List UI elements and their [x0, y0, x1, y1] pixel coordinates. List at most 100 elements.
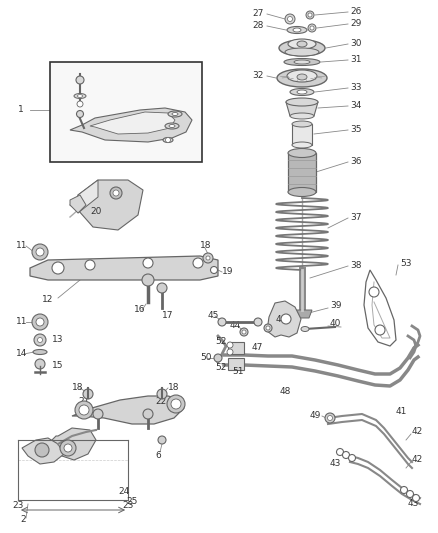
Text: 23: 23 [12, 502, 24, 511]
Circle shape [113, 190, 119, 196]
Circle shape [32, 314, 48, 330]
Circle shape [308, 13, 312, 17]
Text: 13: 13 [52, 335, 64, 344]
Ellipse shape [165, 123, 179, 129]
Ellipse shape [290, 113, 314, 119]
Circle shape [36, 248, 44, 256]
Text: 51: 51 [232, 367, 244, 376]
Text: 40: 40 [330, 319, 341, 328]
Circle shape [343, 451, 350, 458]
Text: 32: 32 [252, 71, 263, 80]
Text: 23: 23 [122, 502, 134, 511]
Circle shape [400, 487, 407, 494]
Ellipse shape [293, 28, 301, 32]
Circle shape [157, 283, 167, 293]
Ellipse shape [288, 39, 316, 49]
Circle shape [52, 262, 64, 274]
Ellipse shape [297, 41, 307, 47]
Text: 10: 10 [158, 148, 170, 157]
Circle shape [287, 17, 293, 21]
Ellipse shape [288, 188, 316, 197]
Text: 27: 27 [252, 10, 263, 19]
Circle shape [285, 14, 295, 24]
Text: 53: 53 [400, 259, 411, 268]
Text: 19: 19 [222, 268, 233, 277]
Text: 11: 11 [16, 241, 28, 251]
Ellipse shape [277, 69, 327, 87]
Ellipse shape [287, 70, 317, 82]
Circle shape [158, 436, 166, 444]
Text: 1: 1 [18, 106, 24, 115]
Ellipse shape [168, 111, 182, 117]
Polygon shape [22, 438, 64, 464]
Circle shape [308, 24, 316, 32]
Text: 5: 5 [92, 69, 98, 77]
Polygon shape [292, 310, 312, 318]
Text: 20: 20 [90, 207, 101, 216]
Polygon shape [50, 428, 96, 460]
Text: 17: 17 [162, 311, 173, 320]
Ellipse shape [285, 48, 319, 56]
Ellipse shape [301, 327, 309, 332]
Circle shape [349, 455, 356, 462]
Ellipse shape [288, 149, 316, 157]
Text: 16: 16 [134, 305, 145, 314]
Circle shape [254, 318, 262, 326]
Circle shape [218, 318, 226, 326]
Circle shape [110, 187, 122, 199]
Text: 39: 39 [330, 302, 342, 311]
Ellipse shape [286, 98, 318, 106]
Circle shape [325, 413, 335, 423]
Text: 50: 50 [200, 353, 212, 362]
Circle shape [310, 26, 314, 30]
Text: 47: 47 [252, 343, 263, 352]
Text: 4: 4 [56, 87, 62, 96]
Ellipse shape [172, 112, 178, 116]
Text: 48: 48 [280, 387, 291, 397]
Circle shape [203, 253, 213, 263]
Text: 35: 35 [350, 125, 361, 134]
Text: 44: 44 [230, 320, 241, 329]
Text: 22: 22 [155, 398, 166, 407]
Text: 21: 21 [78, 398, 89, 407]
Text: 30: 30 [350, 39, 361, 49]
Circle shape [77, 101, 83, 107]
Text: 52: 52 [215, 337, 226, 346]
Circle shape [264, 324, 272, 332]
Circle shape [75, 401, 93, 419]
Circle shape [328, 416, 332, 421]
Text: 3: 3 [56, 68, 62, 77]
Text: 28: 28 [252, 21, 263, 30]
Circle shape [83, 389, 93, 399]
Text: 29: 29 [350, 20, 361, 28]
Ellipse shape [297, 74, 307, 80]
Text: 37: 37 [350, 214, 361, 222]
Text: 34: 34 [350, 101, 361, 110]
Circle shape [375, 325, 385, 335]
Circle shape [406, 490, 413, 497]
Polygon shape [78, 180, 98, 213]
Text: 11: 11 [16, 318, 28, 327]
Circle shape [35, 443, 49, 457]
Text: 18: 18 [200, 241, 212, 251]
Text: 7: 7 [112, 127, 118, 136]
Polygon shape [228, 358, 244, 370]
Circle shape [35, 359, 45, 369]
Polygon shape [267, 301, 301, 337]
Ellipse shape [294, 60, 310, 64]
Circle shape [211, 266, 218, 273]
Circle shape [34, 334, 46, 346]
Circle shape [193, 258, 203, 268]
Circle shape [167, 395, 185, 413]
Circle shape [76, 76, 84, 84]
Text: 12: 12 [42, 295, 53, 304]
Ellipse shape [284, 59, 320, 66]
Text: 42: 42 [412, 456, 423, 464]
Text: 52: 52 [215, 362, 226, 372]
Ellipse shape [292, 121, 312, 127]
Polygon shape [30, 256, 218, 280]
Polygon shape [90, 112, 175, 134]
Ellipse shape [169, 125, 175, 127]
Circle shape [143, 258, 153, 268]
Text: 43: 43 [408, 499, 419, 508]
